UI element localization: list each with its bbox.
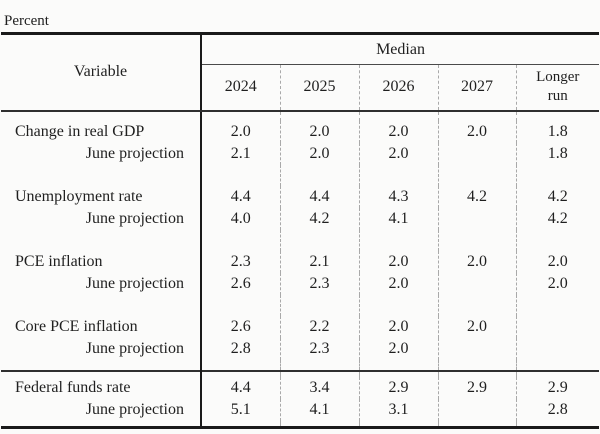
spacer-row: [1, 359, 600, 371]
row-label-cell: Unemployment rate: [1, 185, 202, 208]
table-row: Federal funds rate 4.4 3.4 2.9 2.9 2.9: [1, 376, 600, 399]
table-row: PCE inflation 2.3 2.1 2.0 2.0 2.0: [1, 250, 600, 273]
row-label-cell: June projection: [1, 398, 202, 421]
pce-inflation-section: PCE inflation 2.3 2.1 2.0 2.0 2.0 June p…: [1, 229, 600, 295]
spacer-row: [1, 369, 600, 377]
core-pce-section: Core PCE inflation 2.6 2.2 2.0 2.0 June …: [1, 294, 600, 371]
value-cell: 2.0: [358, 142, 438, 165]
table-row: June projection 4.0 4.2 4.1 4.2: [1, 207, 600, 230]
value-cell: 2.0: [358, 272, 438, 295]
variable-header-cell: Variable: [1, 33, 202, 112]
value-cell: 2.9: [515, 376, 600, 399]
row-label-cell: June projection: [1, 207, 202, 230]
table-row: June projection 2.1 2.0 2.0 1.8: [1, 142, 600, 165]
value-cell: 4.2: [279, 207, 359, 230]
value-cell: 4.1: [358, 207, 438, 230]
value-cell: 2.0: [358, 337, 438, 360]
value-cell: 5.1: [230, 400, 251, 418]
value-cell: 2.0: [437, 250, 516, 273]
spacer-row: [1, 110, 600, 121]
value-cell: 2.1: [230, 144, 251, 162]
value-cell: 2.0: [437, 315, 516, 338]
row-label-cell: PCE inflation: [1, 250, 202, 273]
value-cell: 3.4: [279, 376, 359, 399]
value-cell: 2.0: [230, 122, 251, 140]
value-cell: 4.4: [230, 187, 251, 205]
value-cell: 2.3: [230, 252, 251, 270]
year-header-2027: 2027: [437, 64, 516, 112]
spacer-row: [1, 420, 600, 428]
value-cell: 2.9: [358, 376, 438, 399]
value-cell: 2.0: [358, 250, 438, 273]
value-cell: 2.0: [437, 120, 516, 143]
table-row: Change in real GDP 2.0 2.0 2.0 2.0 1.8: [1, 120, 600, 143]
median-header-row: Variable Median: [1, 33, 600, 112]
value-cell: 4.3: [358, 185, 438, 208]
value-cell: 2.0: [515, 272, 600, 295]
row-label-cell: Core PCE inflation: [1, 315, 202, 338]
table-row: June projection 2.8 2.3 2.0: [1, 337, 600, 360]
value-cell: 3.1: [358, 398, 438, 421]
value-cell: 2.6: [230, 274, 251, 292]
table-row: Core PCE inflation 2.6 2.2 2.0 2.0: [1, 315, 600, 338]
value-cell: 2.8: [230, 339, 251, 357]
economic-projections-table: Variable Median 2024 2025 2026 2027 Long…: [1, 32, 600, 429]
federal-funds-section: Federal funds rate 4.4 3.4 2.9 2.9 2.9 J…: [1, 369, 600, 428]
longer-run-line2: run: [547, 88, 568, 105]
years-header-row: 2024 2025 2026 2027 Longer run: [1, 64, 600, 112]
value-cell: [437, 142, 516, 165]
row-label-cell: June projection: [1, 272, 202, 295]
value-cell: 4.0: [230, 209, 251, 227]
value-cell: [437, 337, 516, 360]
row-label-cell: Change in real GDP: [1, 120, 202, 143]
table-row: Unemployment rate 4.4 4.4 4.3 4.2 4.2: [1, 185, 600, 208]
value-cell: 4.4: [279, 185, 359, 208]
row-label-cell: June projection: [1, 337, 202, 360]
year-header-2025: 2025: [279, 64, 359, 112]
value-cell: [515, 337, 600, 360]
value-cell: 2.0: [279, 142, 359, 165]
value-cell: [437, 207, 516, 230]
value-cell: 2.2: [279, 315, 359, 338]
value-cell: 2.3: [279, 272, 359, 295]
value-cell: 2.8: [515, 398, 600, 421]
percent-unit-label: Percent: [4, 13, 49, 29]
value-cell: 4.4: [230, 378, 251, 396]
value-cell: [437, 398, 516, 421]
table-header: Variable Median 2024 2025 2026 2027 Long…: [1, 33, 600, 112]
value-cell: 2.0: [358, 120, 438, 143]
year-header-2026: 2026: [358, 64, 438, 112]
value-cell: 2.0: [279, 120, 359, 143]
median-header-cell: Median: [201, 33, 600, 65]
value-cell: [437, 272, 516, 295]
gdp-section: Change in real GDP 2.0 2.0 2.0 2.0 1.8 J…: [1, 110, 600, 165]
row-label-cell: June projection: [1, 142, 202, 165]
value-cell: 1.8: [515, 120, 600, 143]
unemployment-section: Unemployment rate 4.4 4.4 4.3 4.2 4.2 Ju…: [1, 164, 600, 230]
value-cell: 1.8: [515, 142, 600, 165]
value-cell: 4.1: [279, 398, 359, 421]
year-header-2024: 2024: [201, 64, 280, 112]
table-row: June projection 2.6 2.3 2.0 2.0: [1, 272, 600, 295]
value-cell: [515, 315, 600, 338]
table-row: June projection 5.1 4.1 3.1 2.8: [1, 398, 600, 421]
value-cell: 2.6: [230, 317, 251, 335]
spacer-row: [1, 229, 600, 251]
value-cell: 2.3: [279, 337, 359, 360]
value-cell: 2.1: [279, 250, 359, 273]
value-cell: 2.0: [515, 250, 600, 273]
longer-run-header: Longer run: [515, 64, 600, 112]
spacer-row: [1, 294, 600, 316]
value-cell: 4.2: [515, 207, 600, 230]
longer-run-line1: Longer: [536, 69, 580, 86]
value-cell: 2.0: [358, 315, 438, 338]
value-cell: 2.9: [437, 376, 516, 399]
row-label-cell: Federal funds rate: [1, 376, 202, 399]
spacer-row: [1, 164, 600, 186]
value-cell: 4.2: [437, 185, 516, 208]
value-cell: 4.2: [515, 185, 600, 208]
